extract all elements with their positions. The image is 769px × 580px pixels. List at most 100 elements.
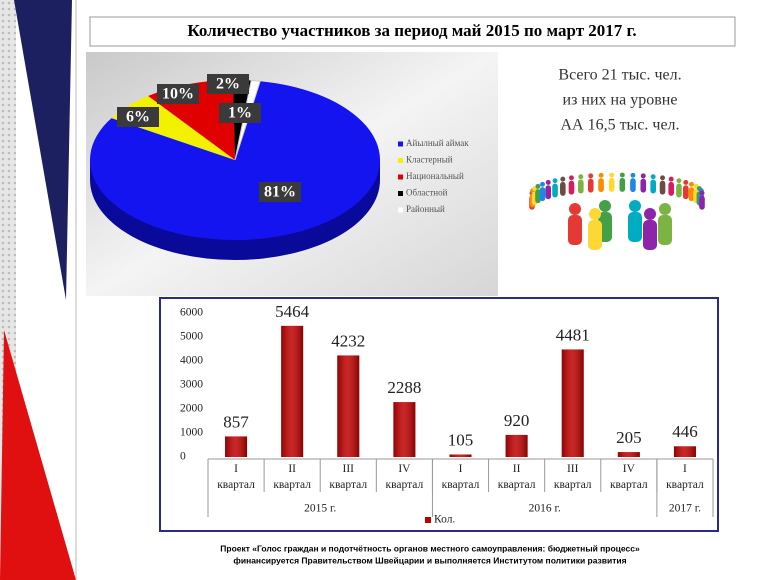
group-label: 2016 г. [529,503,561,515]
x-tick-label: IV квартал [601,461,657,493]
legend-swatch [398,175,403,180]
value-label: 857 [223,412,249,431]
person [545,185,551,199]
legend-swatch [425,517,431,523]
y-tick-label: 3000 [180,379,203,391]
person [568,215,582,245]
person-head [677,178,682,183]
x-tick-label: III квартал [545,461,601,493]
bar-shade [506,435,528,457]
person [598,178,604,192]
person [540,187,546,201]
person [609,178,615,192]
person [650,180,656,194]
person [588,179,594,193]
person [640,179,646,193]
x-tick-label: I квартал [657,461,713,493]
person-head [683,180,688,185]
value-label: 205 [616,428,642,447]
x-tick-label-box: II квартал [264,461,320,495]
person [668,182,674,196]
person [658,215,672,245]
footer-line: Проект «Голос граждан и подотчётность ор… [220,543,640,553]
x-tick-label-box: II квартал [489,461,545,495]
person-head [644,208,656,220]
y-tick-label: 4000 [180,355,203,367]
value-label: 5464 [275,302,310,321]
x-tick-label: IV квартал [376,461,432,493]
person [552,183,558,197]
person-head [540,182,545,187]
person-head [599,173,604,178]
slide: Количество участников за период май 2015… [0,0,769,580]
footer-line: финансируется Правительством Швейцарии и… [233,555,626,565]
person [620,178,626,192]
navy-decoration [14,0,72,300]
person [643,220,657,250]
person-head [553,178,558,183]
people-illustration [529,173,705,250]
x-tick-label: III квартал [320,461,376,493]
person-head [546,180,551,185]
group-label: 2017 г. [669,503,701,515]
person-head [589,208,601,220]
legend-label: Областной [406,188,448,198]
summary-line: из них на уровне [563,92,678,109]
x-tick-label: I квартал [432,461,488,493]
y-tick-label: 2000 [180,403,203,415]
legend-swatch [398,191,403,196]
person-head [588,173,593,178]
person-head [641,173,646,178]
person [683,185,689,199]
pie-label: 81% [264,184,296,201]
person-head [578,174,583,179]
x-tick-label: II квартал [489,461,545,493]
person-head [630,173,635,178]
person-head [669,177,674,182]
value-label: 920 [504,411,530,430]
person-head [599,200,611,212]
y-tick-label: 1000 [180,427,203,439]
value-label: 446 [672,422,698,441]
person [660,181,666,195]
red-decoration [0,330,76,580]
bar-shade [562,349,584,457]
y-tick-label: 5000 [180,331,203,343]
person-head [560,177,565,182]
person [578,180,584,194]
x-tick-label-box: I квартал [432,461,488,495]
person-head [660,175,665,180]
legend-swatch [398,208,403,213]
slide-title: Количество участников за период май 2015… [187,21,636,40]
x-tick-label-box: I квартал [208,461,264,495]
value-label: 4481 [556,325,590,344]
person [560,182,566,196]
pie-label: 6% [126,109,150,126]
pie-label: 2% [216,76,240,93]
legend-label: Кластерный [406,155,453,165]
value-label: 4232 [331,331,365,350]
person [628,212,642,242]
bar-shade [337,355,359,457]
summary-line: АА 16,5 тыс. чел. [560,117,679,134]
bar-shade [281,326,303,457]
bar-shade [393,402,415,457]
person-head [651,174,656,179]
summary-line: Всего 21 тыс. чел. [558,67,681,84]
pie-label: 10% [162,86,194,103]
person-head [700,191,705,196]
person-head [629,200,641,212]
legend-swatch [398,142,403,147]
value-label: 105 [448,430,474,449]
person-head [569,175,574,180]
x-tick-label-box: IV квартал [376,461,432,495]
person-head [659,203,671,215]
x-tick-label: II квартал [264,461,320,493]
legend-label: Айылный аймак [406,138,469,148]
pie-label: 1% [228,105,252,122]
x-tick-label-box: III квартал [320,461,376,495]
person [630,178,636,192]
person-head [569,203,581,215]
person-head [620,173,625,178]
bar-shade [618,452,640,457]
